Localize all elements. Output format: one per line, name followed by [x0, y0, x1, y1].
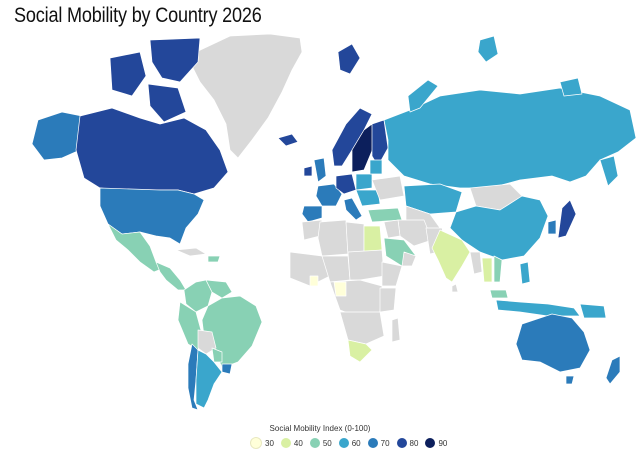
country-cameroon[interactable]: [333, 281, 347, 297]
country-south-korea[interactable]: [547, 219, 557, 235]
country-russia-kamchatka[interactable]: [599, 155, 619, 187]
country-baltics[interactable]: [369, 159, 383, 175]
legend: 30 40 50 60 70 80 90: [250, 437, 447, 449]
legend-item-80[interactable]: 80: [396, 438, 419, 448]
country-paraguay[interactable]: [211, 347, 223, 363]
country-west-africa[interactable]: [289, 251, 331, 287]
country-caribbean[interactable]: [207, 255, 221, 263]
country-ghana[interactable]: [309, 275, 319, 287]
country-japan[interactable]: [557, 199, 577, 239]
legend-item-40[interactable]: 40: [280, 438, 303, 448]
country-algeria[interactable]: [317, 219, 349, 257]
country-sri-lanka[interactable]: [451, 283, 459, 293]
country-new-zealand[interactable]: [605, 355, 621, 385]
legend-label-50: 50: [322, 438, 332, 448]
map-title: Social Mobility by Country 2026: [14, 4, 262, 27]
country-australia-tasmania[interactable]: [565, 375, 575, 385]
country-uruguay[interactable]: [221, 363, 233, 375]
country-southern-africa[interactable]: [339, 311, 385, 345]
country-russia-severnaya[interactable]: [559, 77, 583, 97]
country-vietnam[interactable]: [493, 255, 503, 283]
legend-label-30: 30: [265, 438, 274, 448]
legend-label-40: 40: [293, 438, 303, 448]
country-venezuela[interactable]: [205, 279, 233, 299]
legend-swatch-50: [309, 438, 320, 448]
country-thailand[interactable]: [481, 257, 493, 283]
country-indonesia[interactable]: [495, 299, 581, 317]
country-spain[interactable]: [301, 205, 323, 223]
legend-item-90[interactable]: 90: [425, 438, 447, 448]
legend-label-70: 70: [380, 438, 390, 448]
country-france[interactable]: [315, 183, 343, 207]
legend-item-50[interactable]: 50: [309, 438, 332, 448]
legend-title: Social Mobility Index (0-100): [269, 424, 371, 433]
country-canada-islands-3[interactable]: [147, 83, 187, 123]
legend-swatch-40: [280, 438, 291, 448]
country-iraq[interactable]: [383, 219, 401, 239]
country-germany[interactable]: [335, 173, 357, 195]
country-south-africa[interactable]: [347, 339, 373, 363]
country-malaysia[interactable]: [489, 289, 509, 299]
legend-item-30[interactable]: 30: [250, 437, 274, 449]
country-ireland[interactable]: [303, 165, 313, 177]
country-philippines[interactable]: [519, 261, 531, 285]
country-italy[interactable]: [343, 197, 363, 221]
country-russia-franz-josef[interactable]: [477, 35, 499, 63]
country-oman[interactable]: [401, 251, 417, 267]
legend-swatch-90: [425, 438, 436, 448]
legend-swatch-60: [338, 438, 349, 448]
country-svalbard[interactable]: [337, 43, 361, 75]
country-ukraine[interactable]: [371, 175, 405, 201]
country-russia[interactable]: [383, 87, 637, 189]
legend-label-80: 80: [409, 438, 419, 448]
country-egypt[interactable]: [363, 225, 383, 253]
country-canada[interactable]: [75, 107, 229, 195]
legend-item-70[interactable]: 70: [367, 438, 390, 448]
legend-item-60[interactable]: 60: [338, 438, 361, 448]
country-australia[interactable]: [515, 313, 591, 373]
country-bolivia[interactable]: [197, 329, 217, 355]
country-myanmar[interactable]: [469, 251, 483, 275]
country-india[interactable]: [431, 229, 471, 283]
country-madagascar[interactable]: [391, 317, 401, 343]
country-kenya[interactable]: [379, 287, 397, 313]
legend-swatch-30: [250, 437, 262, 449]
legend-label-90: 90: [438, 438, 448, 448]
country-ethiopia[interactable]: [381, 261, 403, 287]
country-eastern-europe[interactable]: [355, 189, 381, 207]
legend-swatch-70: [367, 438, 378, 448]
country-canada-islands[interactable]: [149, 37, 201, 83]
country-uk[interactable]: [313, 157, 327, 183]
country-russia-novaya-zemlya[interactable]: [407, 79, 439, 113]
country-colombia[interactable]: [183, 279, 213, 313]
country-iceland[interactable]: [277, 133, 299, 147]
legend-swatch-80: [396, 438, 407, 448]
country-poland[interactable]: [355, 173, 373, 191]
country-cuba[interactable]: [175, 247, 207, 257]
country-finland[interactable]: [371, 119, 389, 167]
country-central-america[interactable]: [155, 261, 187, 291]
country-canada-islands-2[interactable]: [109, 51, 147, 97]
country-argentina[interactable]: [195, 349, 223, 409]
country-usa-alaska[interactable]: [31, 111, 83, 161]
legend-label-60: 60: [351, 438, 361, 448]
country-greenland[interactable]: [191, 33, 303, 159]
country-sudan[interactable]: [347, 249, 385, 281]
country-papua[interactable]: [579, 303, 607, 319]
